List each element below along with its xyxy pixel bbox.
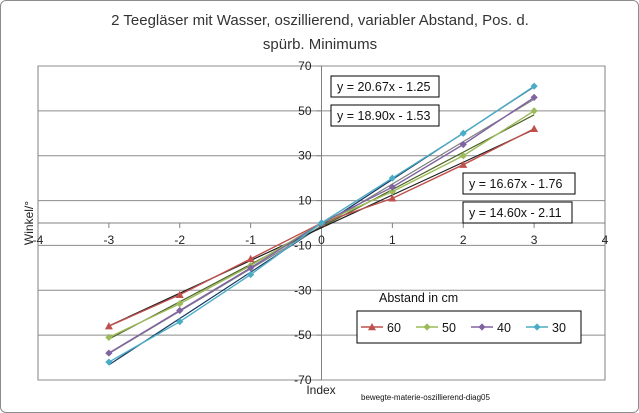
trendline-equation-50: y = 16.67x - 1.76 <box>469 177 563 191</box>
trendline-label-box <box>462 172 576 195</box>
data-point-30 <box>317 219 326 227</box>
data-point-50 <box>176 300 184 308</box>
y-axis-title: Winkel/° <box>22 201 36 245</box>
data-point-60 <box>246 254 255 263</box>
y-tick-label: -30 <box>294 283 312 297</box>
x-tick-label: -1 <box>245 233 256 247</box>
x-tick-label: -2 <box>174 233 185 247</box>
data-point-50 <box>388 188 396 196</box>
data-point-50 <box>530 107 538 115</box>
trendline-label-box <box>330 75 440 98</box>
data-point-30 <box>247 270 255 279</box>
data-point-30 <box>388 174 396 182</box>
trendline-label-box <box>462 201 573 224</box>
data-point-30 <box>105 358 113 366</box>
data-point-60 <box>530 124 539 132</box>
legend-marker-30 <box>533 323 541 331</box>
data-point-30 <box>459 129 467 137</box>
x-tick-label: 3 <box>531 233 538 247</box>
data-point-60 <box>459 160 468 168</box>
data-point-40 <box>247 264 255 272</box>
x-tick-label: 4 <box>602 233 609 247</box>
x-tick-label: -4 <box>33 233 44 247</box>
legend-marker-40 <box>478 323 486 331</box>
legend-marker-60 <box>368 323 376 331</box>
data-point-50 <box>459 152 467 160</box>
y-tick-label: 50 <box>298 104 312 118</box>
x-tick-label: 0 <box>318 233 325 247</box>
chart-footnote: bewegte-materie-oszillierend-diag05 <box>361 393 491 402</box>
y-tick-label: -70 <box>294 373 312 387</box>
legend-label-50: 50 <box>442 321 456 335</box>
x-axis-title: Index <box>306 383 335 397</box>
data-point-40 <box>459 140 467 149</box>
data-point-40 <box>388 183 396 191</box>
trendline-equation-60: y = 14.60x - 2.11 <box>469 206 562 220</box>
legend-label-60: 60 <box>387 321 401 335</box>
y-tick-label: -10 <box>294 238 312 252</box>
data-point-60 <box>388 194 397 202</box>
x-tick-label: 1 <box>389 233 396 247</box>
legend-label-40: 40 <box>497 321 511 335</box>
x-tick-label: 2 <box>460 233 467 247</box>
data-point-40 <box>176 306 184 315</box>
y-tick-label: 30 <box>298 149 312 163</box>
data-point-40 <box>105 349 113 357</box>
data-point-60 <box>175 290 184 298</box>
legend-title: Abstand in cm <box>379 291 458 305</box>
data-point-40 <box>530 93 538 101</box>
data-point-60 <box>104 322 113 330</box>
data-point-30 <box>176 318 184 326</box>
chart-title-line-2: spürb. Minimums <box>263 36 377 53</box>
trendline-equation-30: y = 20.67x - 1.25 <box>337 80 431 94</box>
trendline-label-box <box>330 104 440 127</box>
y-tick-label: 70 <box>298 59 312 73</box>
legend-marker-50 <box>423 323 431 331</box>
y-tick-label: 10 <box>298 194 312 208</box>
chart-title-line-1: 2 Teegläser mit Wasser, oszillierend, va… <box>111 12 529 29</box>
x-tick-label: -3 <box>104 233 115 247</box>
trendline-equation-40: y = 18.90x - 1.53 <box>337 109 431 123</box>
y-tick-label: -50 <box>294 328 312 342</box>
legend-label-30: 30 <box>552 321 566 335</box>
data-point-30 <box>530 82 538 90</box>
data-point-50 <box>105 333 113 341</box>
